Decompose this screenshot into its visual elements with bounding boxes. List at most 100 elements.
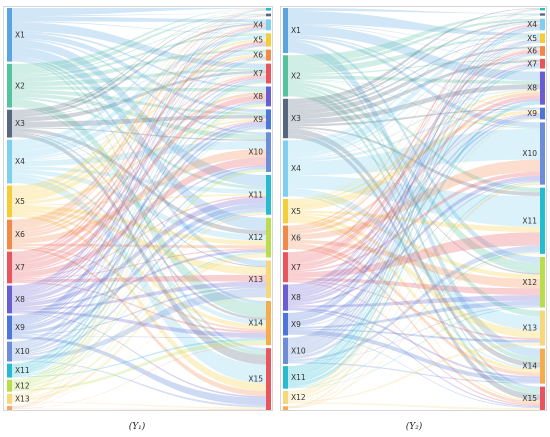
flow-link — [288, 183, 540, 409]
flow-link — [12, 9, 266, 288]
left-node-label: X5 — [291, 207, 301, 216]
flow-link — [12, 86, 266, 92]
flow-link — [288, 84, 540, 125]
flow-link — [288, 75, 540, 85]
left-node-x12 — [7, 379, 12, 392]
flow-link — [288, 41, 540, 358]
right-node-x12 — [266, 217, 271, 258]
flow-link — [12, 15, 266, 323]
right-node-label: X9 — [527, 109, 537, 118]
flow-link — [12, 80, 266, 373]
flow-link — [12, 118, 266, 161]
flow-link — [288, 115, 540, 327]
flow-link — [12, 344, 266, 409]
flow-link — [12, 60, 266, 398]
flow-link — [288, 38, 540, 264]
flow-link — [12, 14, 266, 193]
flow-link — [12, 9, 266, 255]
flow-link — [12, 28, 266, 325]
flow-link — [288, 101, 540, 357]
panel-caption-y2: (Y₂) — [406, 421, 423, 432]
flow-link — [288, 35, 540, 74]
flow-link — [12, 248, 266, 280]
flow-link — [12, 128, 266, 235]
right-node-x6 — [266, 49, 271, 61]
flow-link — [288, 402, 540, 410]
flow-link — [288, 329, 540, 383]
flow-link — [12, 203, 266, 335]
flow-link — [12, 340, 266, 392]
right-node-x9 — [540, 107, 545, 120]
flow-link — [12, 249, 266, 309]
flow-link — [12, 83, 266, 408]
right-node-label: X13 — [522, 324, 537, 333]
flow-link — [288, 99, 540, 301]
left-node-label: X9 — [291, 320, 301, 329]
right-node-x8 — [540, 71, 545, 105]
left-node-label: X2 — [291, 72, 301, 81]
flow-link — [12, 16, 266, 397]
right-node-x14 — [266, 301, 271, 346]
flow-link — [12, 209, 266, 275]
flow-link — [288, 39, 540, 229]
flow-link — [288, 250, 540, 388]
flow-link — [12, 47, 266, 231]
flow-link — [12, 8, 266, 68]
flow-link — [288, 342, 540, 403]
flow-link — [288, 128, 540, 368]
flow-link — [288, 128, 540, 176]
flow-link — [12, 297, 266, 402]
flow-link — [12, 10, 266, 344]
left-node-label: X4 — [15, 157, 25, 166]
flow-link — [12, 68, 266, 87]
right-node-label: X8 — [527, 84, 537, 93]
flow-link — [288, 175, 540, 227]
node-layer: X1 X2 X3 X4 X5 X6 X7 X8 X9 X10 X11 X12 X13 X4 X5 X6 X7 X8… — [7, 8, 271, 410]
flow-link — [12, 9, 266, 322]
flow-link — [288, 42, 540, 395]
flow-link — [288, 85, 540, 317]
panel-frame — [280, 6, 547, 411]
flow-link — [12, 58, 266, 348]
right-node-x6 — [540, 46, 545, 56]
flow-link — [288, 10, 540, 393]
flow-link — [12, 176, 266, 384]
left-node-unlabeled — [283, 406, 288, 410]
right-node-x15 — [540, 386, 545, 410]
flow-link — [288, 41, 540, 350]
right-node-label: X6 — [253, 51, 263, 60]
sankey-panel-y1: X1 X2 X3 X4 X5 X6 X7 X8 X9 X10 X11 X12 X13 X4 X5 X6 X7 X8… — [3, 6, 273, 432]
flow-link — [12, 58, 266, 370]
flow-link — [12, 105, 266, 408]
flow-link — [12, 75, 266, 265]
flow-link — [288, 239, 540, 289]
left-node-label: X13 — [15, 394, 30, 403]
flow-link — [12, 312, 266, 398]
flow-link — [288, 28, 540, 372]
flow-layer — [288, 8, 540, 410]
flow-link — [12, 132, 266, 321]
flow-link — [12, 13, 266, 17]
left-node-label: X12 — [291, 393, 306, 402]
left-node-x12 — [283, 390, 288, 405]
flow-link — [12, 46, 266, 382]
flow-link — [288, 14, 540, 105]
flow-link — [12, 165, 266, 303]
flow-link — [288, 40, 540, 322]
flow-link — [12, 60, 266, 382]
flow-link — [12, 22, 266, 69]
flow-link — [288, 13, 540, 64]
flow-link — [12, 100, 266, 298]
flow-link — [288, 25, 540, 289]
right-node-label: X5 — [253, 36, 263, 45]
right-node-x10 — [266, 132, 271, 172]
flow-link — [12, 39, 266, 187]
right-node-label: X10 — [248, 148, 263, 157]
flow-link — [288, 50, 540, 390]
flow-link — [12, 211, 266, 330]
flow-link — [288, 134, 540, 401]
flow-link — [288, 180, 540, 327]
flow-link — [288, 79, 540, 129]
flow-link — [288, 64, 540, 357]
left-node-label: X2 — [15, 81, 25, 90]
